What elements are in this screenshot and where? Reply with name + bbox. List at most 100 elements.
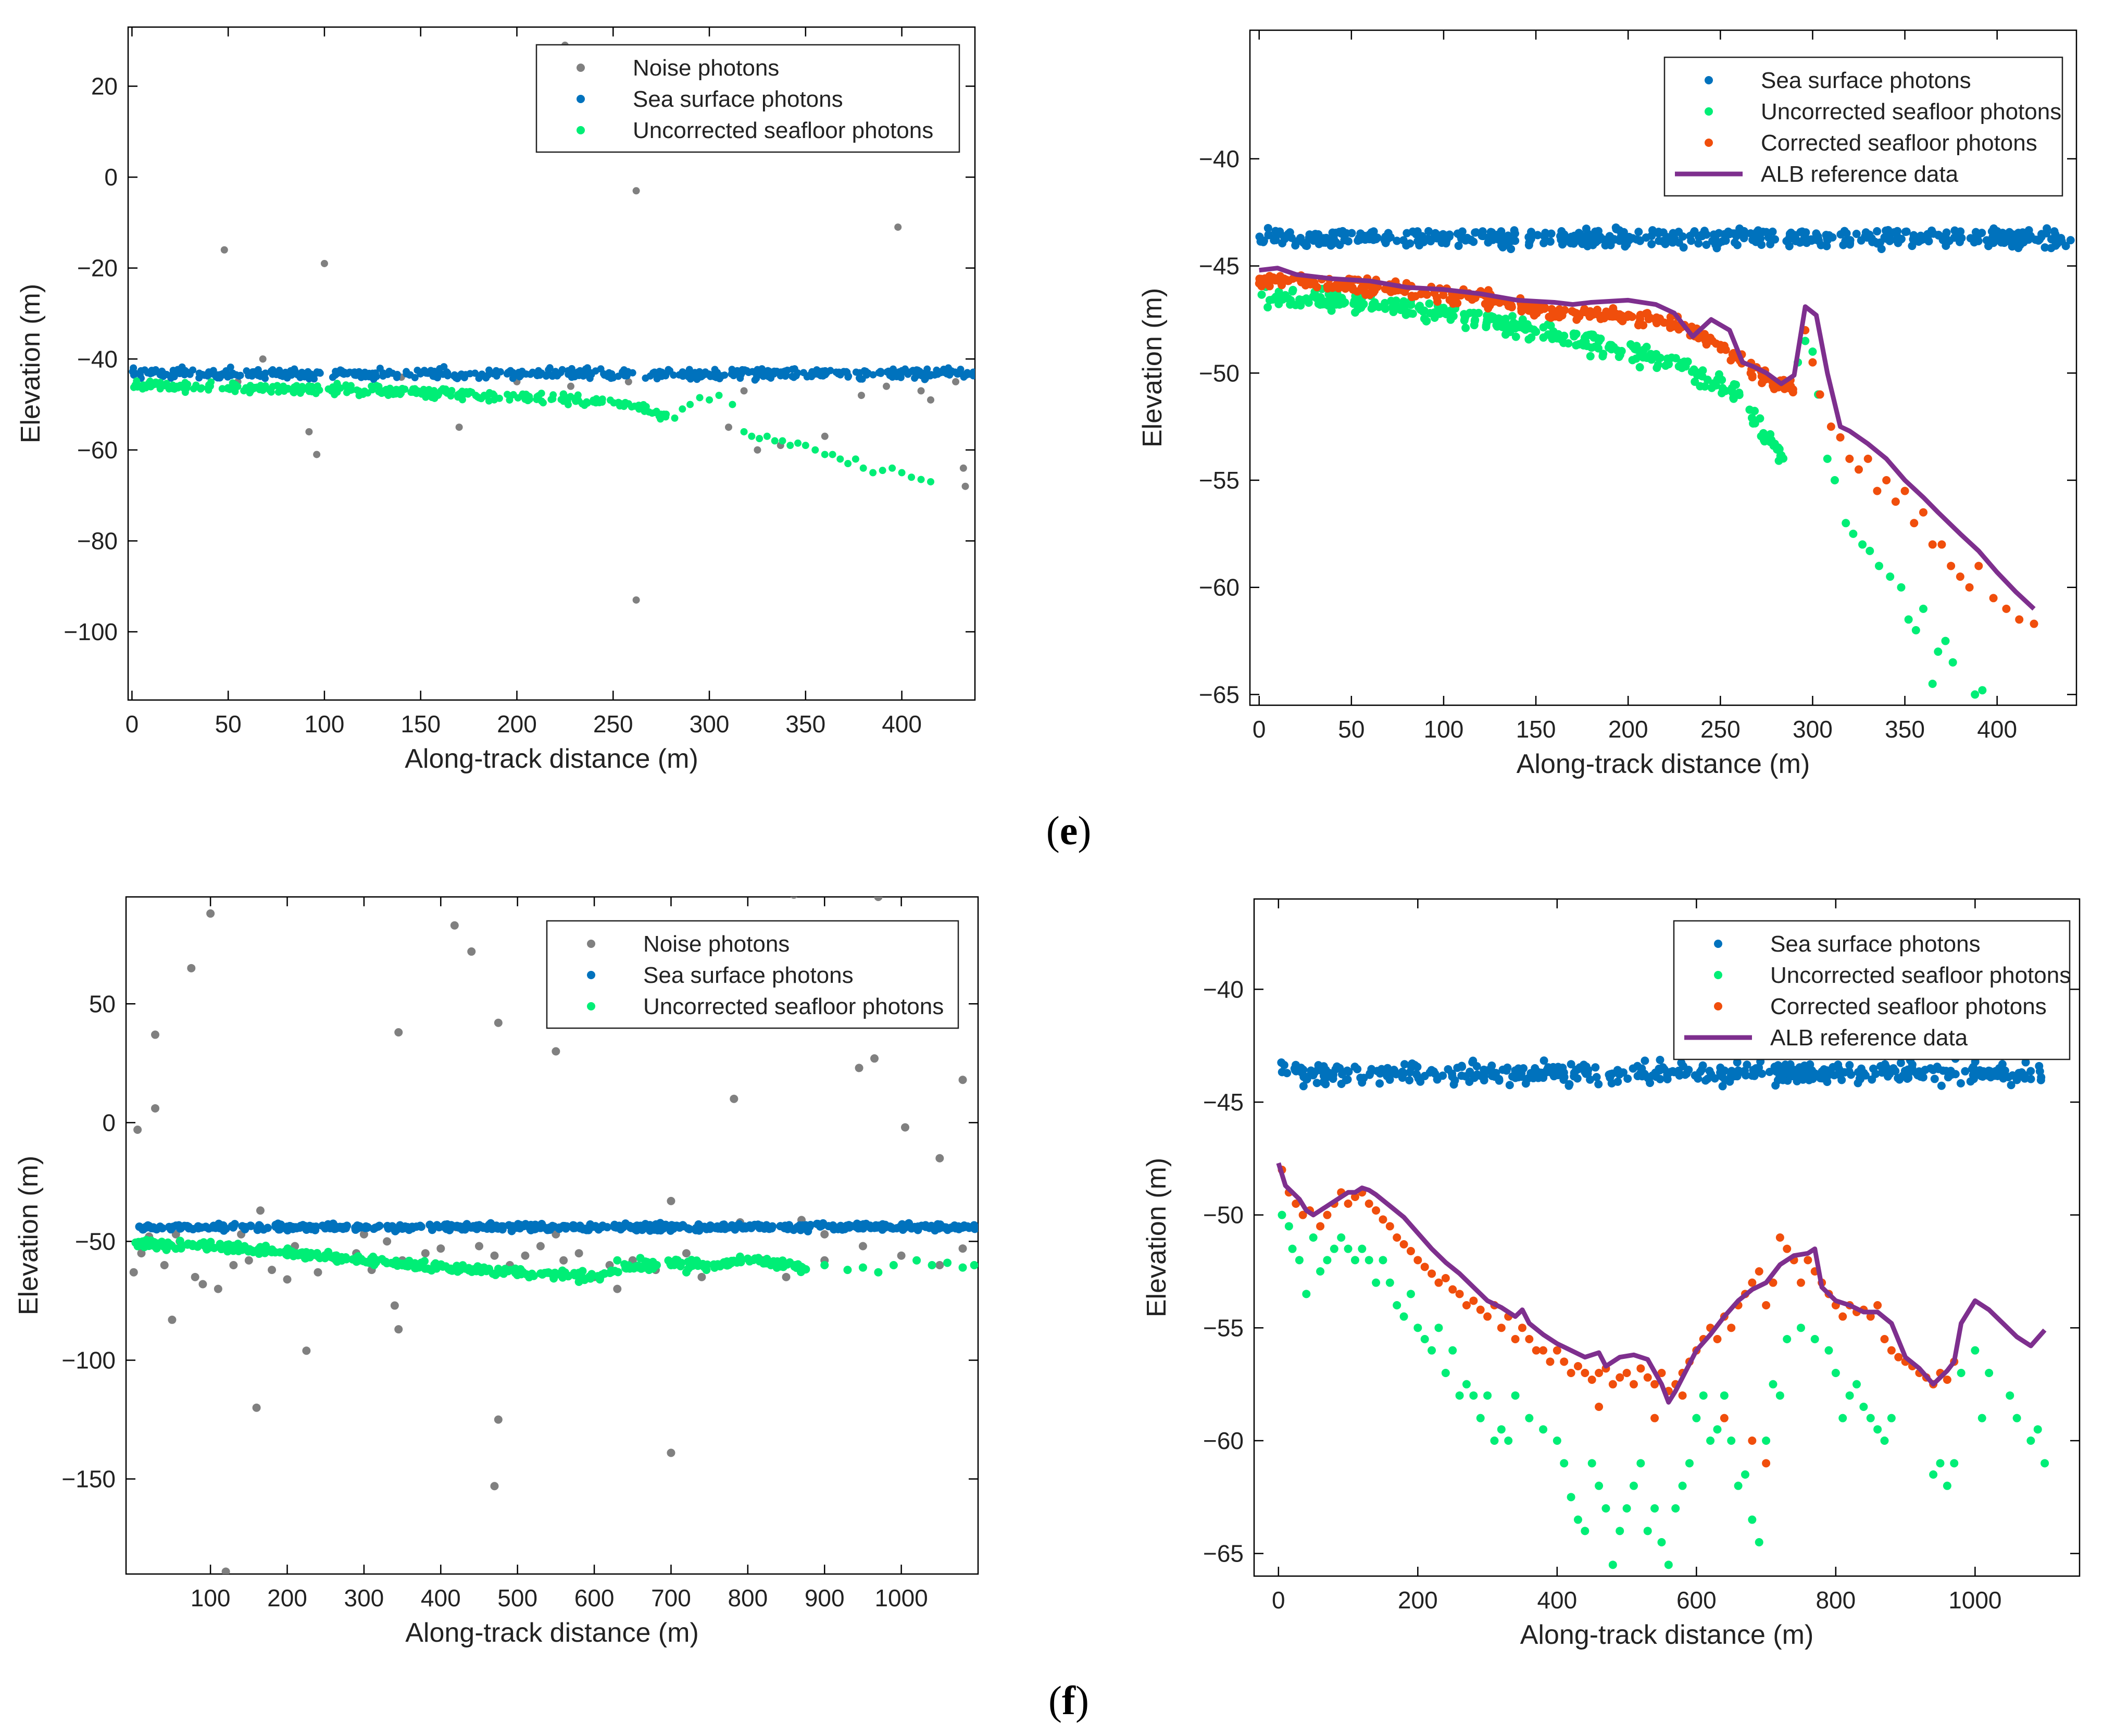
- data-point: [671, 414, 679, 422]
- data-point: [474, 1242, 483, 1251]
- data-point: [1259, 238, 1268, 246]
- data-point: [1762, 1301, 1771, 1309]
- data-point: [1629, 1481, 1638, 1490]
- data-point: [368, 386, 376, 394]
- data-point: [1694, 232, 1703, 241]
- data-point: [1607, 341, 1616, 349]
- data-point: [1405, 1076, 1414, 1084]
- data-point: [751, 376, 759, 384]
- data-point: [795, 1221, 804, 1230]
- data-point: [1395, 303, 1404, 311]
- data-point: [2041, 243, 2049, 252]
- data-point: [1866, 1312, 1875, 1321]
- data-point: [1928, 540, 1937, 549]
- data-point: [1830, 476, 1839, 484]
- data-point: [527, 370, 534, 378]
- legend-label: ALB reference data: [1761, 161, 1959, 187]
- data-point: [1971, 1346, 1980, 1355]
- data-point: [1358, 1078, 1367, 1087]
- data-point: [470, 1223, 479, 1232]
- data-point: [1859, 1403, 1868, 1411]
- data-point: [1400, 1060, 1409, 1069]
- data-point: [1602, 307, 1611, 316]
- data-point: [1448, 1346, 1457, 1355]
- data-point: [171, 383, 179, 391]
- data-point: [1406, 1247, 1415, 1255]
- data-point: [1439, 232, 1448, 241]
- data-point: [706, 396, 713, 404]
- data-point: [1473, 1070, 1482, 1079]
- data-point: [1471, 316, 1480, 324]
- data-point: [1620, 234, 1629, 243]
- data-point: [1560, 1357, 1569, 1366]
- data-point: [1634, 321, 1643, 330]
- data-point: [883, 382, 891, 390]
- y-tick-label: −65: [1203, 1540, 1244, 1567]
- data-point: [2012, 1414, 2021, 1422]
- data-point: [1714, 370, 1723, 379]
- alb-line: [1259, 266, 2036, 611]
- data-point: [1758, 379, 1767, 388]
- x-tick-label: 100: [1424, 716, 1464, 743]
- data-point: [1301, 241, 1310, 250]
- data-point: [1978, 686, 1987, 695]
- x-tick-label: 100: [305, 710, 345, 738]
- legend-marker: [1714, 1002, 1722, 1010]
- data-point: [1582, 1069, 1591, 1078]
- data-point: [302, 1346, 311, 1355]
- data-point: [1961, 1067, 1970, 1076]
- data-point: [490, 1251, 499, 1260]
- data-point: [1271, 235, 1280, 244]
- data-point: [771, 437, 779, 445]
- data-point: [877, 368, 885, 376]
- data-point: [640, 401, 647, 408]
- data-point: [1784, 235, 1793, 244]
- data-point: [418, 390, 425, 398]
- data-point: [1384, 285, 1393, 294]
- data-point: [1406, 309, 1415, 318]
- data-point: [1970, 238, 1979, 247]
- data-point: [1366, 291, 1374, 299]
- data-point: [1288, 287, 1297, 296]
- data-point: [207, 378, 215, 386]
- series-uncorrected-seafloor-photons: [1278, 1210, 2049, 1569]
- data-point: [590, 396, 597, 404]
- data-point: [393, 385, 400, 393]
- data-point: [1573, 1515, 1582, 1524]
- data-point: [713, 369, 721, 377]
- data-point: [1374, 303, 1383, 311]
- data-point: [1774, 443, 1783, 452]
- data-point: [323, 1220, 332, 1229]
- legend: Noise photons Sea surface photons Uncorrec…: [535, 44, 960, 153]
- data-point: [796, 1268, 805, 1277]
- data-point: [376, 365, 384, 372]
- data-point: [1511, 236, 1520, 245]
- plot-area: [129, 897, 978, 1574]
- data-point: [1788, 388, 1797, 397]
- data-point: [204, 384, 212, 392]
- data-point: [1487, 1061, 1496, 1070]
- data-point: [1424, 227, 1433, 235]
- data-point: [1351, 308, 1360, 317]
- data-point: [355, 387, 363, 395]
- data-point: [1674, 1066, 1683, 1075]
- legend-marker: [577, 126, 585, 134]
- data-point: [686, 375, 694, 383]
- data-point: [192, 381, 200, 389]
- data-point: [348, 386, 356, 394]
- data-point: [414, 366, 421, 374]
- x-tick-label: 350: [785, 710, 825, 738]
- data-point: [1570, 332, 1579, 341]
- data-point: [1656, 1075, 1664, 1083]
- data-point: [1810, 1335, 1819, 1343]
- data-point: [214, 1284, 222, 1293]
- data-point: [858, 375, 866, 383]
- data-point: [1838, 1068, 1847, 1077]
- data-point: [782, 1272, 791, 1281]
- data-point: [757, 368, 765, 376]
- data-point: [682, 1249, 691, 1258]
- data-point: [1357, 283, 1366, 292]
- data-point: [692, 1226, 700, 1234]
- data-point: [1727, 1323, 1736, 1332]
- data-point: [467, 947, 476, 956]
